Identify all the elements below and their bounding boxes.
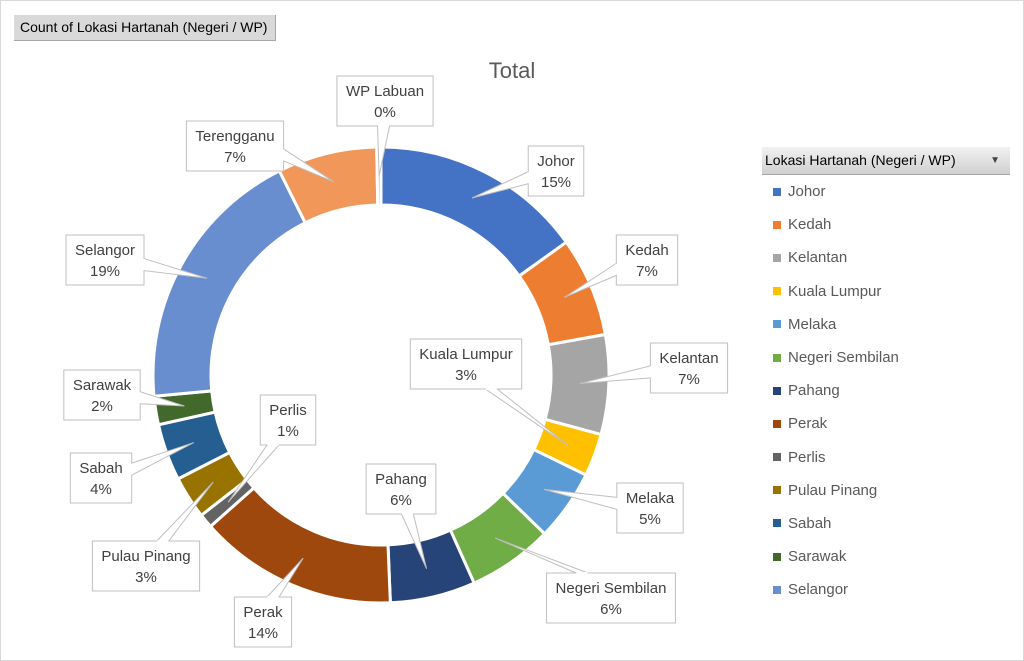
legend-swatch xyxy=(773,287,781,296)
data-label-name-kelantan: Kelantan xyxy=(659,350,718,367)
data-label-name-sabah: Sabah xyxy=(79,460,122,477)
data-label-name-terengganu: Terengganu xyxy=(195,128,274,145)
legend-swatch xyxy=(773,486,781,495)
legend-label: Johor xyxy=(788,183,826,201)
data-label-name-pulau-pinang: Pulau Pinang xyxy=(101,548,190,565)
legend-swatch xyxy=(773,419,781,428)
data-label-percent-melaka: 5% xyxy=(639,511,661,528)
data-label-percent-wp-labuan: 0% xyxy=(374,104,396,121)
legend-item-perak[interactable]: Perak xyxy=(762,407,1010,440)
legend-swatch xyxy=(773,353,781,362)
legend-swatch xyxy=(773,253,781,262)
legend-item-pahang[interactable]: Pahang xyxy=(762,374,1010,407)
data-label-percent-pulau-pinang: 3% xyxy=(135,569,157,586)
chart-title: Total xyxy=(488,58,536,83)
data-label-box-sarawak[interactable] xyxy=(63,369,141,421)
data-label-name-sarawak: Sarawak xyxy=(73,377,132,394)
data-label-name-johor: Johor xyxy=(537,153,575,170)
data-label-name-kedah: Kedah xyxy=(625,242,668,259)
data-label-box-terengganu[interactable] xyxy=(185,120,285,172)
data-label-percent-perlis: 1% xyxy=(277,423,299,440)
legend-label: Sarawak xyxy=(788,548,847,566)
legend[interactable]: Lokasi Hartanah (Negeri / WP) ▼ Johor Ked… xyxy=(762,147,1010,606)
legend-label: Kedah xyxy=(788,216,832,234)
legend-swatch xyxy=(773,320,781,329)
data-label-name-kuala-lumpur: Kuala Lumpur xyxy=(419,346,512,363)
data-label-name-wp-labuan: WP Labuan xyxy=(346,83,424,100)
legend-label: Pulau Pinang xyxy=(788,481,878,499)
legend-item-pulau-pinang[interactable]: Pulau Pinang xyxy=(762,474,1010,507)
data-label-box-perak[interactable] xyxy=(233,596,293,648)
legend-item-selangor[interactable]: Selangor xyxy=(762,573,1010,606)
data-label-percent-sabah: 4% xyxy=(90,481,112,498)
data-label-box-kuala-lumpur[interactable] xyxy=(409,338,523,390)
data-label-box-johor[interactable] xyxy=(527,145,585,197)
legend-swatch xyxy=(773,220,781,229)
legend-item-kedah[interactable]: Kedah xyxy=(762,208,1010,241)
legend-swatch xyxy=(773,386,781,395)
data-label-box-melaka[interactable] xyxy=(616,482,684,534)
data-label-percent-kedah: 7% xyxy=(636,263,658,280)
dropdown-arrow-icon[interactable]: ▼ xyxy=(990,155,1000,166)
data-label-box-kedah[interactable] xyxy=(615,234,679,286)
legend-item-kuala-lumpur[interactable]: Kuala Lumpur xyxy=(762,275,1010,308)
legend-label: Kuala Lumpur xyxy=(788,282,882,300)
legend-label: Perlis xyxy=(788,448,826,466)
data-label-percent-kelantan: 7% xyxy=(678,371,700,388)
field-button[interactable]: Count of Lokasi Hartanah (Negeri / WP) xyxy=(14,15,277,41)
legend-label: Pahang xyxy=(788,382,840,400)
legend-item-kelantan[interactable]: Kelantan xyxy=(762,241,1010,274)
legend-swatch xyxy=(773,519,781,528)
legend-label: Kelantan xyxy=(788,249,848,267)
data-label-percent-negeri-sembilan: 6% xyxy=(600,601,622,618)
legend-item-johor[interactable]: Johor xyxy=(762,175,1010,208)
legend-header-label: Lokasi Hartanah (Negeri / WP) xyxy=(765,152,956,168)
legend-item-sabah[interactable]: Sabah xyxy=(762,507,1010,540)
data-label-box-sabah[interactable] xyxy=(69,452,133,504)
legend-swatch xyxy=(773,453,781,462)
data-label-name-perlis: Perlis xyxy=(269,402,307,419)
slice-selangor[interactable] xyxy=(151,168,308,398)
legend-swatch xyxy=(773,585,781,594)
data-label-box-perlis[interactable] xyxy=(259,394,317,446)
legend-item-sarawak[interactable]: Sarawak xyxy=(762,540,1010,573)
data-label-percent-selangor: 19% xyxy=(90,263,120,280)
slice-kelantan[interactable] xyxy=(543,332,611,437)
data-label-percent-perak: 14% xyxy=(248,625,278,642)
legend-item-perlis[interactable]: Perlis xyxy=(762,441,1010,474)
legend-header[interactable]: Lokasi Hartanah (Negeri / WP) ▼ xyxy=(762,147,1010,175)
data-label-name-negeri-sembilan: Negeri Sembilan xyxy=(556,580,667,597)
data-label-percent-terengganu: 7% xyxy=(224,149,246,166)
legend-label: Melaka xyxy=(788,315,837,333)
legend-label: Perak xyxy=(788,415,828,433)
data-label-percent-pahang: 6% xyxy=(390,492,412,509)
data-label-box-wp-labuan[interactable] xyxy=(336,75,434,127)
data-label-box-pulau-pinang[interactable] xyxy=(91,540,201,592)
data-label-box-negeri-sembilan[interactable] xyxy=(546,572,676,624)
legend-label: Negeri Sembilan xyxy=(788,349,899,367)
data-label-name-melaka: Melaka xyxy=(626,490,675,507)
legend-swatch xyxy=(773,187,781,196)
data-label-box-selangor[interactable] xyxy=(65,234,145,286)
data-label-box-kelantan[interactable] xyxy=(649,342,729,394)
slice-perak[interactable] xyxy=(208,485,392,605)
data-label-percent-johor: 15% xyxy=(541,174,571,191)
legend-label: Selangor xyxy=(788,581,849,599)
data-label-percent-kuala-lumpur: 3% xyxy=(455,367,477,384)
data-label-box-pahang[interactable] xyxy=(365,463,437,515)
legend-swatch xyxy=(773,552,781,561)
legend-item-negeri-sembilan[interactable]: Negeri Sembilan xyxy=(762,341,1010,374)
legend-label: Sabah xyxy=(788,514,832,532)
data-label-name-perak: Perak xyxy=(243,604,283,621)
data-label-name-pahang: Pahang xyxy=(375,471,427,488)
legend-item-melaka[interactable]: Melaka xyxy=(762,308,1010,341)
data-label-name-selangor: Selangor xyxy=(75,242,135,259)
data-label-percent-sarawak: 2% xyxy=(91,398,113,415)
